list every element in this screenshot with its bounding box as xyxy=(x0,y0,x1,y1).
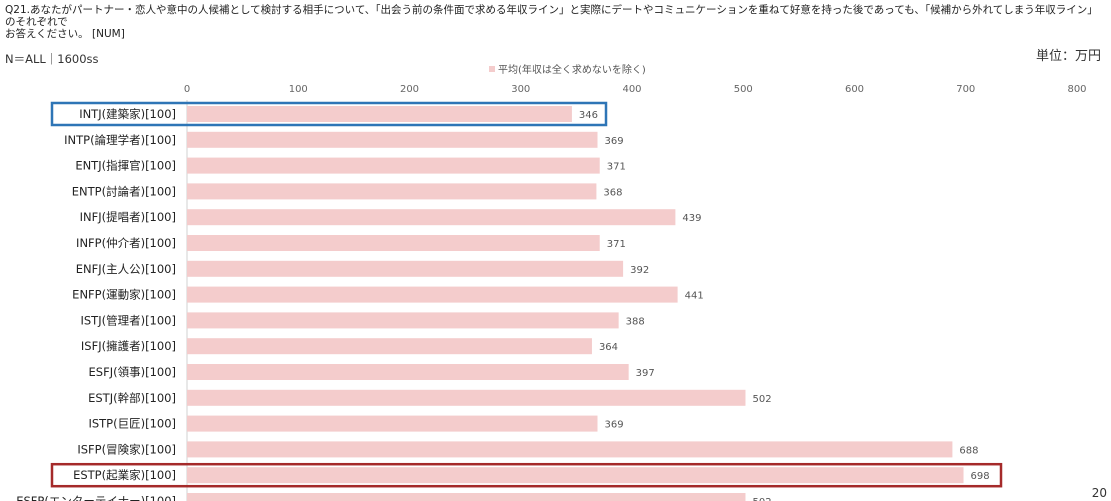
bar xyxy=(187,157,600,174)
value-label: 397 xyxy=(636,368,655,379)
x-tick-label: 500 xyxy=(734,84,753,95)
highlight-box xyxy=(50,101,608,127)
bar xyxy=(187,312,619,329)
value-label: 439 xyxy=(682,213,701,224)
bar xyxy=(187,260,624,277)
value-label: 346 xyxy=(579,110,598,121)
question-line-1: Q21.あなたがパートナー・恋人や意中の人候補として検討する相手について、「出会… xyxy=(5,4,1098,28)
bar xyxy=(187,209,676,226)
x-tick-label: 200 xyxy=(400,84,419,95)
x-tick-label: 600 xyxy=(845,84,864,95)
bar xyxy=(187,286,678,303)
category-label: ESTP(起業家)[100] xyxy=(73,468,176,482)
bar xyxy=(187,389,746,406)
category-label: ENFP(運動家)[100] xyxy=(72,288,176,302)
bar xyxy=(187,106,572,122)
category-label: ISFJ(擁護者)[100] xyxy=(81,339,176,353)
value-label: 502 xyxy=(752,497,771,501)
category-label: INFP(仲介者)[100] xyxy=(76,236,176,250)
chart-legend: 平均(年収は全く求めないを除く) xyxy=(489,61,646,76)
value-label: 368 xyxy=(603,187,622,198)
bar xyxy=(187,441,953,458)
bar xyxy=(187,467,964,484)
category-label: ENFJ(主人公)[100] xyxy=(76,262,176,276)
category-label: INFJ(提唱者)[100] xyxy=(80,210,176,224)
bar xyxy=(187,493,746,501)
value-label: 688 xyxy=(959,445,978,456)
value-label: 369 xyxy=(605,420,624,431)
category-label: ESFJ(領事)[100] xyxy=(89,365,176,379)
value-label: 502 xyxy=(752,394,771,405)
category-label: ISFP(冒険家)[100] xyxy=(77,442,176,456)
question-text: Q21.あなたがパートナー・恋人や意中の人候補として検討する相手について、「出会… xyxy=(5,4,1105,40)
value-label: 698 xyxy=(971,471,990,482)
value-label: 441 xyxy=(685,291,704,302)
legend-swatch xyxy=(489,65,495,72)
question-line-2: お答えください。 [NUM] xyxy=(5,28,125,40)
legend-label: 平均(年収は全く求めないを除く) xyxy=(498,65,646,76)
category-label: ISTJ(管理者)[100] xyxy=(80,313,176,327)
category-label: ENTP(討論者)[100] xyxy=(72,184,176,198)
value-label: 364 xyxy=(599,342,618,353)
unit-label: 単位：万円 xyxy=(1035,49,1101,64)
category-label: INTJ(建築家)[100] xyxy=(79,107,176,121)
x-tick-label: 300 xyxy=(511,84,530,95)
category-label: ISTP(巨匠)[100] xyxy=(88,417,176,431)
x-tick-label: 100 xyxy=(289,84,308,95)
value-label: 369 xyxy=(605,136,624,147)
sample-size-label: N＝ALL｜1600ss xyxy=(5,52,99,66)
x-tick-label: 700 xyxy=(956,84,975,95)
highlight-box xyxy=(50,462,1003,488)
bar xyxy=(187,338,592,355)
category-label: ENTJ(指揮官)[100] xyxy=(75,159,176,173)
x-tick-label: 800 xyxy=(1067,84,1086,95)
value-label: 371 xyxy=(607,162,626,173)
x-tick-label: 0 xyxy=(184,84,190,95)
page-number: 20 xyxy=(1091,486,1107,500)
category-label: ESTJ(幹部)[100] xyxy=(88,391,176,405)
value-label: 388 xyxy=(626,316,645,327)
value-label: 392 xyxy=(630,265,649,276)
bar xyxy=(187,183,597,200)
category-label: ESFP(エンターテイナー)[100] xyxy=(16,494,176,501)
bar xyxy=(187,364,629,380)
x-tick-label: 400 xyxy=(622,84,641,95)
bar xyxy=(187,415,598,432)
bar xyxy=(187,235,600,251)
value-label: 371 xyxy=(607,239,626,250)
bar xyxy=(187,131,598,148)
category-label: INTP(論理学者)[100] xyxy=(64,133,176,147)
